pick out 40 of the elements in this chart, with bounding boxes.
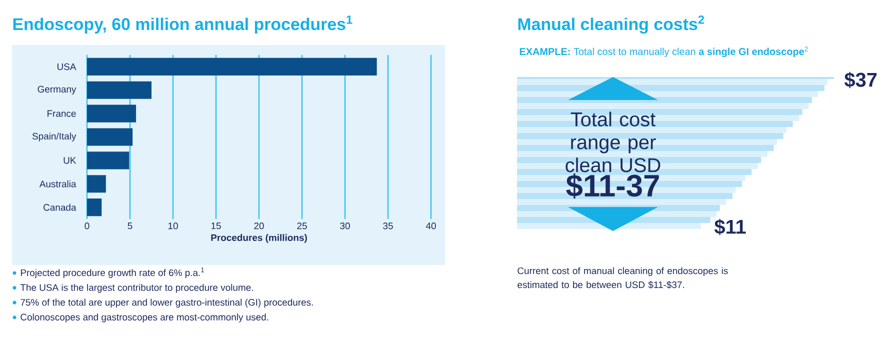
annotation: $11 bbox=[714, 218, 746, 236]
y-tick-label: Canada bbox=[44, 204, 76, 211]
bar bbox=[87, 104, 136, 122]
bar bbox=[87, 58, 377, 76]
x-tick-label: 40 bbox=[426, 222, 436, 230]
bar bbox=[517, 103, 809, 110]
x-tick-label: 10 bbox=[168, 222, 178, 230]
text: The USA is the largest contributor to procedure volume. bbox=[20, 284, 253, 293]
x-tick-label: 15 bbox=[211, 222, 221, 230]
y-tick-label: UK bbox=[64, 157, 76, 164]
text: 75% of the total are upper and lower gastro-intestinal (GI) procedures. bbox=[20, 298, 313, 308]
y-tick-label: Australia bbox=[39, 180, 76, 188]
chart-title: Endoscopy, 60 million annual procedures$^{1}$ bbox=[13, 16, 352, 34]
chart-subtitle: EXAMPLE: Total cost to manually clean a single GI endoscope$^{2}$ bbox=[520, 46, 808, 58]
y-tick-label: USA bbox=[58, 63, 76, 70]
text: Colonoscopes and gastroscopes are most-commonly used. bbox=[20, 314, 268, 322]
x-tick-label: 20 bbox=[254, 222, 264, 230]
x-tick-label: 25 bbox=[297, 222, 307, 230]
annotation: $11-37 bbox=[566, 173, 659, 199]
bar bbox=[517, 127, 786, 134]
bar bbox=[87, 81, 152, 99]
text: Projected procedure growth rate of 6% p.a.$^{1}$ bbox=[20, 268, 204, 278]
bar bbox=[87, 198, 102, 216]
chart-title: Manual cleaning costs$^{2}$ bbox=[518, 15, 704, 34]
bar bbox=[87, 175, 106, 193]
bar bbox=[87, 128, 133, 146]
text: $37 bbox=[844, 72, 877, 88]
x-tick-label: 35 bbox=[383, 222, 393, 230]
text: Current cost of manual cleaning of endoscopes is estimated to be between USD $11-$37. bbox=[518, 267, 728, 289]
annotation: Total cost range per clean USD bbox=[566, 112, 660, 172]
bar bbox=[87, 152, 130, 170]
x-axis-title: Procedures (millions) bbox=[211, 234, 307, 243]
y-tick-label: France bbox=[48, 110, 76, 117]
bar bbox=[517, 199, 726, 206]
x-tick-label: 30 bbox=[340, 222, 350, 230]
y-tick-label: Spain/Italy bbox=[32, 132, 76, 142]
y-tick-label: Germany bbox=[38, 86, 76, 94]
bar bbox=[517, 133, 784, 140]
x-tick-label: 5 bbox=[128, 222, 132, 230]
x-tick-label: 0 bbox=[84, 222, 90, 230]
